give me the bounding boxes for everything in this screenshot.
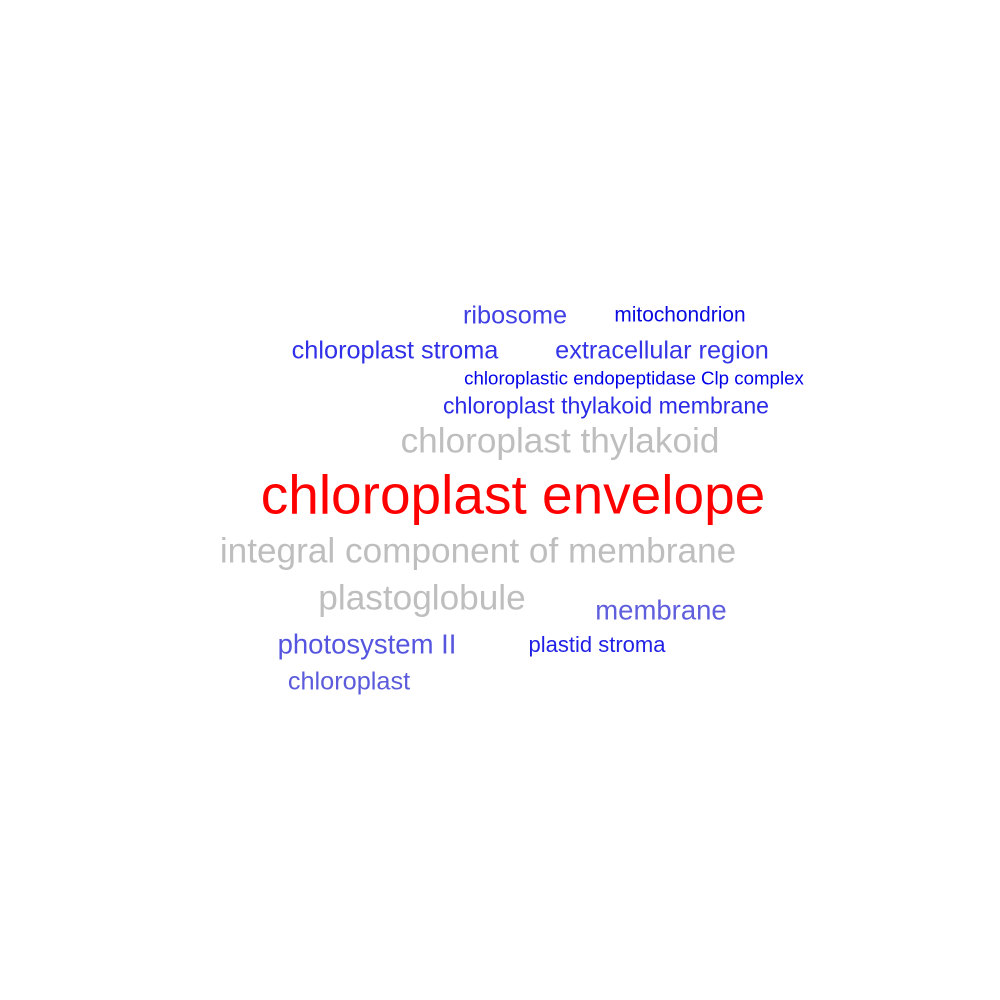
word-8: extracellular region (555, 336, 769, 365)
word-11: plastid stroma (528, 632, 666, 657)
word-3: chloroplast thylakoid (400, 421, 720, 461)
word-2: plastoglobule (318, 578, 526, 618)
word-5: photosystem II (277, 628, 457, 660)
word-7: chloroplast stroma (291, 336, 499, 365)
word-4: membrane (595, 594, 727, 626)
word-1: integral component of membrane (219, 531, 737, 571)
word-6: chloroplast (287, 667, 411, 696)
word-12: mitochondrion (614, 303, 746, 327)
word-10: chloroplast thylakoid membrane (442, 392, 770, 419)
word-0: chloroplast envelope (260, 463, 766, 526)
word-13: chloroplastic endopeptidase Clp complex (464, 367, 804, 389)
word-9: ribosome (462, 301, 568, 330)
